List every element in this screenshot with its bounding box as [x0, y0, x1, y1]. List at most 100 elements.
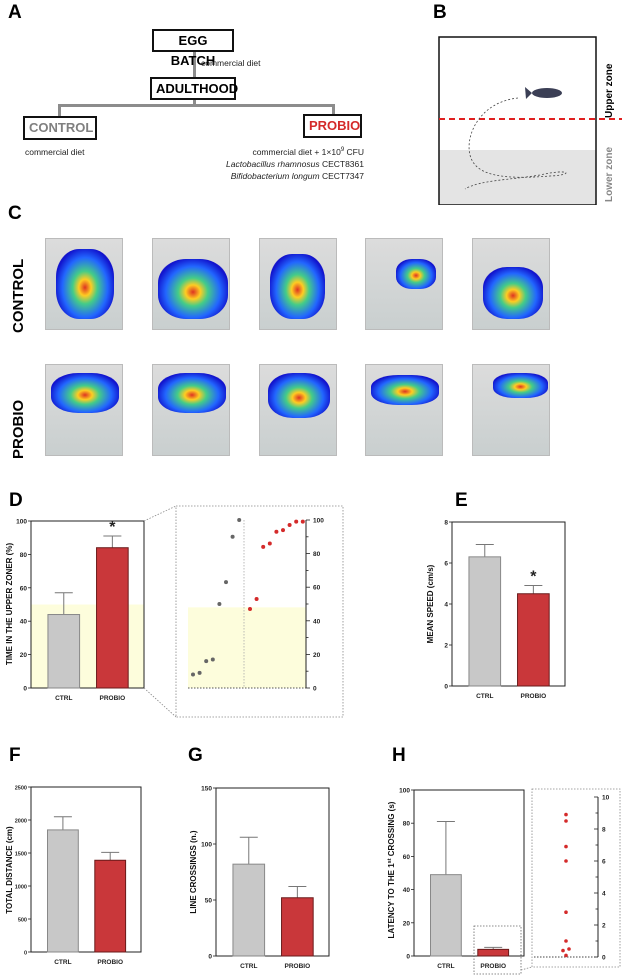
y-tick-label: 2	[444, 643, 448, 650]
y-tick-label: 10	[602, 795, 610, 802]
y-tick-label: 100	[399, 788, 410, 795]
plot-frame	[413, 789, 525, 957]
probio-diet-text: commercial diet + 1×10	[252, 147, 341, 157]
panel-letter-b: B	[433, 2, 447, 23]
control-diet-label: commercial diet	[25, 147, 85, 157]
panel-letter-g: G	[188, 745, 203, 766]
x-tick-label: CTRL	[437, 963, 454, 970]
heatmap-density	[268, 373, 330, 418]
y-tick-label: 8	[602, 827, 606, 834]
heatmap-density	[56, 249, 114, 319]
point-ctrl	[210, 657, 215, 662]
zoom-connector	[520, 966, 533, 971]
bar-ctrl	[232, 863, 266, 957]
y-tick-label: 60	[313, 585, 321, 592]
y-tick-label: 0	[602, 955, 606, 962]
y-tick-label: 40	[313, 618, 321, 625]
point-probio	[567, 947, 571, 951]
tank-outline	[438, 36, 597, 205]
heatmap-density	[396, 259, 436, 289]
probio-diet-cfu: CFU	[344, 147, 364, 157]
y-tick-label: 1500	[15, 852, 27, 858]
heatmap-density	[493, 373, 548, 398]
bar-probio	[94, 859, 127, 953]
y-tick-label: 40	[20, 619, 28, 626]
panel-letter-d: D	[9, 490, 23, 511]
connector-line	[58, 104, 61, 118]
panel-letter-a: A	[8, 2, 22, 23]
y-tick-label: 100	[313, 518, 324, 525]
point-probio	[294, 519, 299, 524]
significance-star: *	[109, 519, 116, 536]
y-tick-label: 6	[602, 859, 606, 866]
point-probio	[564, 953, 568, 958]
zoom-connector	[143, 505, 177, 522]
point-probio	[281, 528, 285, 533]
probio-diet-label: commercial diet + 1×109 CFU	[252, 147, 364, 157]
point-ctrl	[230, 534, 235, 539]
zoom-connector	[143, 687, 177, 718]
y-tick-label: 0	[406, 954, 410, 961]
y-tick-label: 80	[403, 821, 411, 828]
bar-probio	[477, 948, 510, 957]
panel-letter-f: F	[9, 745, 21, 766]
point-ctrl	[217, 602, 222, 606]
y-tick-label: 150	[201, 786, 212, 793]
heatmap-thumbnail	[365, 238, 443, 330]
y-tick-label: 2500	[15, 786, 27, 792]
x-tick-label: PROBIO	[521, 693, 547, 700]
y-tick-label: 0	[23, 686, 27, 693]
point-ctrl	[224, 580, 228, 585]
bifidobacterium-label: Bifidobacterium longum CECT7347	[231, 171, 364, 181]
heatmap-thumbnail	[259, 238, 337, 330]
heatmap-thumbnail	[152, 364, 230, 456]
bar-probio	[281, 897, 314, 957]
y-tick-label: 2000	[15, 819, 27, 825]
x-tick-label: PROBIO	[100, 695, 126, 702]
heatmap-thumbnail	[472, 238, 550, 330]
fish-icon	[525, 87, 562, 99]
y-axis-label: MEAN SPEED (cm/s)	[426, 564, 435, 643]
heatmap-density	[483, 267, 543, 319]
y-axis-label: LINE CROSSINGS (n.)	[189, 830, 198, 913]
lactobacillus-label: Lactobacillus rhamnosus CECT8361	[226, 159, 364, 169]
y-tick-label: 60	[20, 585, 28, 592]
y-axis-label: TIME IN THE UPPER ZONER (%)	[5, 543, 14, 666]
adulthood-box: ADULTHOOD	[150, 77, 238, 100]
point-probio	[267, 541, 272, 546]
connector-line	[332, 104, 335, 118]
point-probio	[261, 544, 266, 549]
point-probio	[300, 519, 305, 524]
swim-path	[464, 97, 567, 190]
y-axis-label: TOTAL DISTANCE (cm)	[5, 826, 14, 914]
diet-label: commercial diet	[201, 58, 261, 68]
heatmap-density	[51, 373, 119, 413]
point-probio	[564, 844, 568, 849]
heatmap-thumbnail	[365, 364, 443, 456]
y-tick-label: 80	[313, 551, 321, 558]
bar-ctrl	[47, 829, 79, 953]
heatmap-density	[158, 259, 228, 319]
connector-line	[193, 96, 196, 106]
y-tick-label: 4	[444, 602, 448, 609]
probio-diet-exponent: 9	[340, 147, 345, 154]
y-tick-label: 6	[444, 561, 448, 568]
bifidobacterium-strain: CECT7347	[319, 171, 364, 181]
inset-frame	[531, 788, 621, 968]
y-tick-label: 20	[403, 920, 411, 927]
x-tick-label: CTRL	[240, 963, 257, 970]
significance-star: *	[530, 569, 537, 586]
y-tick-label: 2	[602, 923, 606, 930]
x-tick-label: PROBIO	[97, 959, 123, 966]
heatmap-thumbnail	[45, 238, 123, 330]
point-ctrl	[191, 672, 195, 677]
y-tick-label: 4	[602, 891, 606, 898]
heatmap-thumbnail	[472, 364, 550, 456]
bar-ctrl	[430, 874, 462, 957]
y-tick-label: 0	[313, 686, 317, 693]
point-probio	[287, 523, 292, 528]
y-tick-label: 500	[18, 918, 27, 924]
heatmap-thumbnail	[45, 364, 123, 456]
plot-frame	[215, 787, 330, 957]
